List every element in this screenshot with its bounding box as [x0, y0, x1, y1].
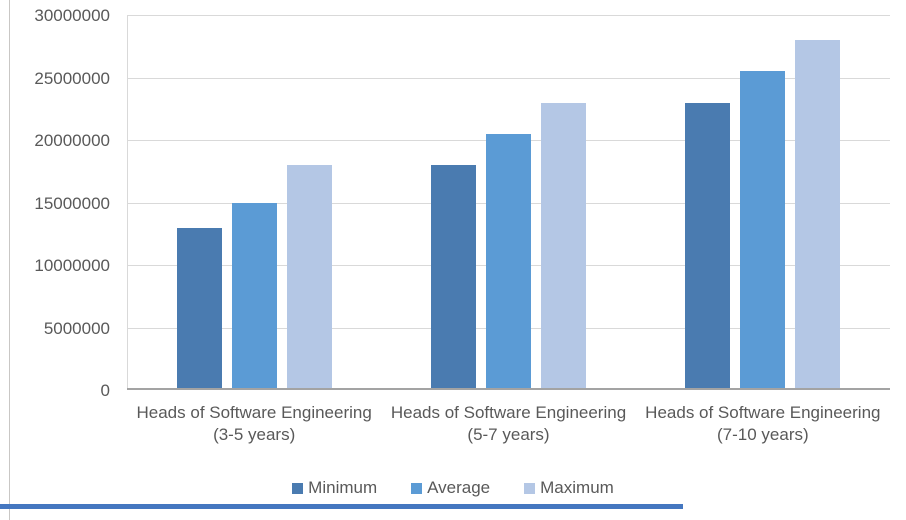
bar-group — [636, 15, 890, 390]
bar-maximum — [286, 165, 332, 390]
legend-item-average: Average — [411, 478, 490, 498]
legend-marker-icon — [292, 482, 304, 494]
gridline — [127, 77, 890, 79]
y-tick-label: 5000000 — [43, 318, 110, 338]
y-tick-label: 15000000 — [34, 193, 110, 213]
x-category-label: Heads of Software Engineering (3-5 years… — [136, 403, 372, 444]
y-tick-label: 10000000 — [34, 256, 110, 275]
left-frame-border — [9, 0, 10, 520]
bar-minimum — [430, 165, 476, 390]
legend-marker-icon — [411, 482, 423, 494]
y-tick-label: 20000000 — [34, 131, 110, 150]
legend-item-minimum: Minimum — [292, 478, 377, 498]
bar-maximum — [540, 102, 586, 390]
bar-average — [740, 71, 786, 390]
bar-minimum — [685, 102, 731, 390]
legend-marker-icon — [524, 482, 536, 494]
x-category-label: Heads of Software Engineering (5-7 years… — [390, 403, 627, 444]
legend-item-maximum: Maximum — [524, 478, 614, 498]
bar-average — [485, 133, 531, 390]
legend: Minimum Average Maximum — [0, 478, 906, 498]
bar-average — [231, 202, 277, 390]
bar-group — [127, 15, 381, 390]
x-axis-line — [127, 388, 890, 390]
legend-label: Maximum — [540, 478, 614, 497]
legend-label: Average — [427, 478, 491, 497]
plot-area — [127, 15, 890, 390]
window-edge-strip — [0, 504, 683, 509]
bar-group — [381, 15, 635, 390]
bar-minimum — [176, 227, 222, 390]
y-tick-label: 0 — [100, 381, 110, 400]
x-category-label: Heads of Software Engineering (7-10 year… — [645, 403, 881, 444]
y-tick-label: 25000000 — [34, 68, 110, 88]
gridline — [127, 15, 890, 16]
bar-maximum — [795, 40, 841, 390]
y-tick-label: 30000000 — [34, 6, 110, 25]
legend-label: Minimum — [308, 478, 378, 497]
y-axis-line — [127, 15, 128, 390]
